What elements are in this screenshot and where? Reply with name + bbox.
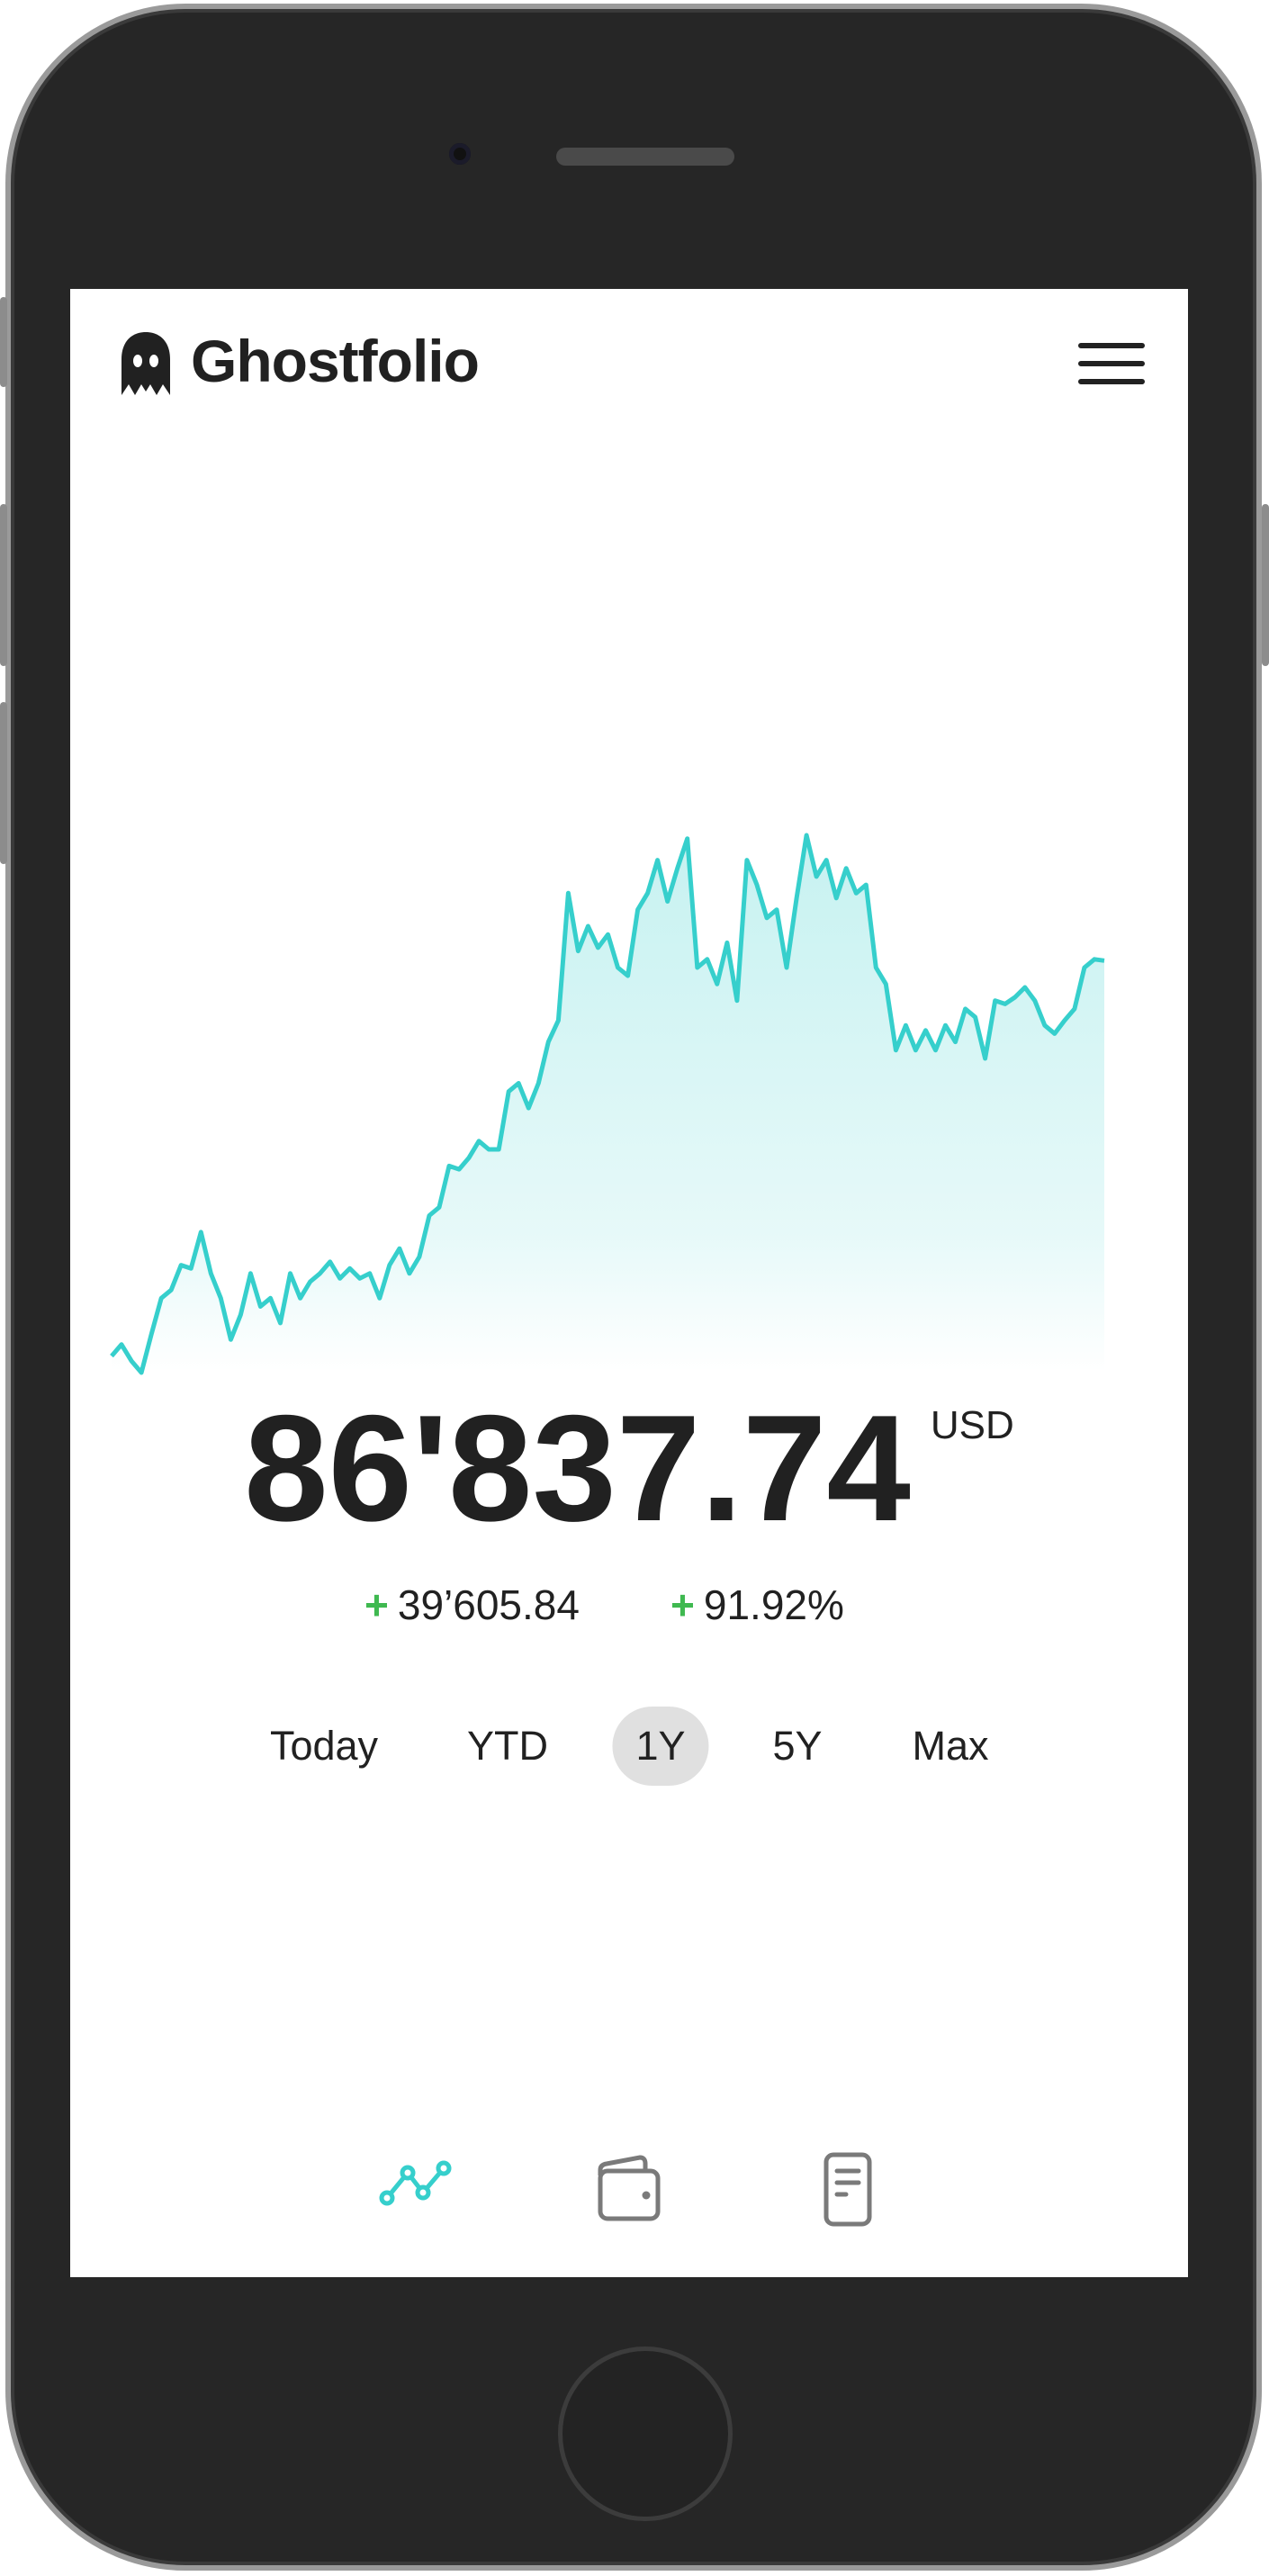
line-chart-icon <box>379 2160 452 2206</box>
wallet-icon <box>598 2155 661 2221</box>
brand-name[interactable]: Ghostfolio <box>191 328 480 394</box>
chart-area-fill <box>112 835 1104 1373</box>
absolute-change-value: 39’605.84 <box>397 1581 580 1628</box>
nav-wallet[interactable] <box>584 2143 674 2233</box>
power-button <box>1262 504 1269 666</box>
mute-switch <box>0 297 7 387</box>
absolute-change: +39’605.84 <box>364 1581 580 1629</box>
front-camera <box>449 143 471 165</box>
period-max[interactable]: Max <box>912 1723 989 1769</box>
ghost-icon <box>122 332 170 395</box>
nav-analysis[interactable] <box>367 2143 457 2233</box>
period-5y[interactable]: 5Y <box>772 1723 823 1769</box>
total-value-row: 86'837.74 USD <box>70 1378 1188 1558</box>
period-today[interactable]: Today <box>269 1723 379 1769</box>
relative-change: +91.92% <box>670 1581 844 1629</box>
plus-sign: + <box>364 1581 389 1628</box>
currency-label: USD <box>930 1403 1014 1447</box>
bottom-navigation <box>70 2143 1188 2233</box>
period-selector: Today YTD 1Y 5Y Max <box>70 1707 1188 1786</box>
earpiece-speaker <box>556 148 734 166</box>
volume-up-button <box>0 504 7 666</box>
period-1y[interactable]: 1Y <box>612 1707 709 1786</box>
nav-portfolio[interactable] <box>800 2143 890 2233</box>
document-icon <box>824 2152 872 2227</box>
period-ytd[interactable]: YTD <box>467 1723 548 1769</box>
plus-sign: + <box>670 1581 695 1628</box>
relative-change-value: 91.92% <box>703 1581 844 1628</box>
portfolio-performance-chart <box>110 833 1105 1375</box>
hamburger-menu-icon[interactable] <box>1078 343 1145 384</box>
performance-changes: +39’605.84 +91.92% <box>70 1581 1188 1635</box>
volume-down-button <box>0 702 7 864</box>
chart-series-line <box>110 833 1105 1375</box>
home-button[interactable] <box>558 2346 733 2521</box>
app-screen: Ghostfolio 86'837.74 USD +39’605.84 +91.… <box>70 289 1188 2277</box>
total-value: 86'837.74 <box>244 1383 911 1553</box>
